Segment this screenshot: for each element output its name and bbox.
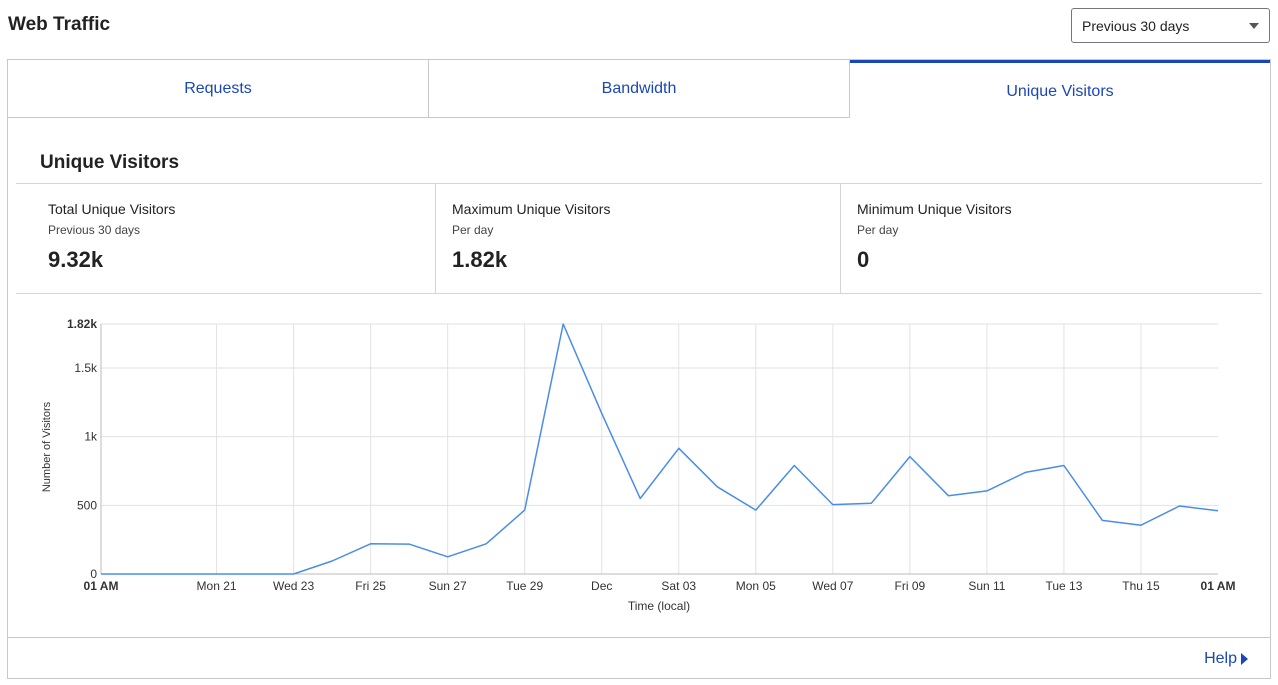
time-range-value: Previous 30 days [1082, 17, 1190, 34]
stat-value: 0 [857, 247, 870, 272]
stat-min-visitors: Minimum Unique Visitors Per day 0 [841, 184, 1262, 293]
y-tick-label: 500 [77, 498, 97, 512]
stat-sublabel: Previous 30 days [48, 223, 141, 237]
series-line [101, 323, 1219, 575]
traffic-panel: Requests Bandwidth Unique Visitors Uniqu… [7, 59, 1271, 679]
x-tick-label: Wed 07 [812, 579, 853, 593]
y-tick-label: 0 [90, 567, 97, 581]
x-tick-label: 01 AM [1201, 579, 1236, 593]
visitors-line-chart: 0 500 1k 1.5k 1.82k 01 AM Mon 21 Wed 23 Fri 25 Su… [41, 317, 1236, 613]
y-tick-label: 1k [84, 430, 98, 444]
x-tick-label: Tue 13 [1045, 579, 1082, 593]
panel-footer: Help [8, 637, 1270, 678]
y-axis-title: Number of Visitors [41, 401, 53, 492]
x-tick-label: Tue 29 [506, 579, 543, 593]
stat-value: 9.32k [48, 247, 104, 272]
x-tick-label: Wed 23 [273, 579, 314, 593]
y-tick-label: 1.5k [74, 361, 98, 375]
stat-label: Maximum Unique Visitors [452, 201, 611, 217]
tab-unique-visitors[interactable]: Unique Visitors [850, 60, 1270, 118]
x-tick-label: Dec [591, 579, 612, 593]
tab-bar: Requests Bandwidth Unique Visitors [8, 60, 1270, 118]
x-tick-label: Mon 05 [736, 579, 776, 593]
x-tick-label: Thu 15 [1122, 579, 1160, 593]
chevron-right-icon [1241, 653, 1248, 665]
tab-requests[interactable]: Requests [8, 60, 429, 118]
stat-sublabel: Per day [857, 223, 899, 237]
visitors-chart: 0 500 1k 1.5k 1.82k 01 AM Mon 21 Wed 23 Fri 25 Su… [8, 305, 1270, 635]
x-axis-title: Time (local) [628, 599, 690, 613]
page-title: Web Traffic [8, 14, 111, 35]
stat-label: Minimum Unique Visitors [857, 201, 1012, 217]
x-tick-label: Sun 11 [968, 579, 1005, 593]
stat-sublabel: Per day [452, 223, 494, 237]
tab-unique-visitors-label: Unique Visitors [1006, 82, 1114, 100]
stat-total-visitors: Total Unique Visitors Previous 30 days 9… [16, 184, 436, 293]
x-tick-label: Mon 21 [197, 579, 237, 593]
x-tick-label: Fri 09 [895, 579, 926, 593]
help-link-label: Help [1204, 650, 1237, 667]
stats-row: Total Unique Visitors Previous 30 days 9… [16, 183, 1262, 294]
x-tick-label: Fri 25 [355, 579, 386, 593]
y-tick-label: 1.82k [67, 317, 97, 331]
x-tick-label: 01 AM [84, 579, 119, 593]
stat-max-visitors: Maximum Unique Visitors Per day 1.82k [436, 184, 841, 293]
x-tick-label: Sat 03 [661, 579, 696, 593]
caret-down-icon [1249, 23, 1259, 29]
stat-label: Total Unique Visitors [48, 201, 176, 217]
time-range-select[interactable]: Previous 30 days [1071, 8, 1270, 43]
section-title: Unique Visitors [40, 152, 180, 173]
tab-bandwidth[interactable]: Bandwidth [429, 60, 850, 118]
tab-requests-label: Requests [184, 79, 252, 97]
stat-value: 1.82k [452, 247, 508, 272]
x-tick-label: Sun 27 [429, 579, 467, 593]
help-link[interactable]: Help [1204, 650, 1248, 668]
tab-bandwidth-label: Bandwidth [601, 79, 677, 97]
